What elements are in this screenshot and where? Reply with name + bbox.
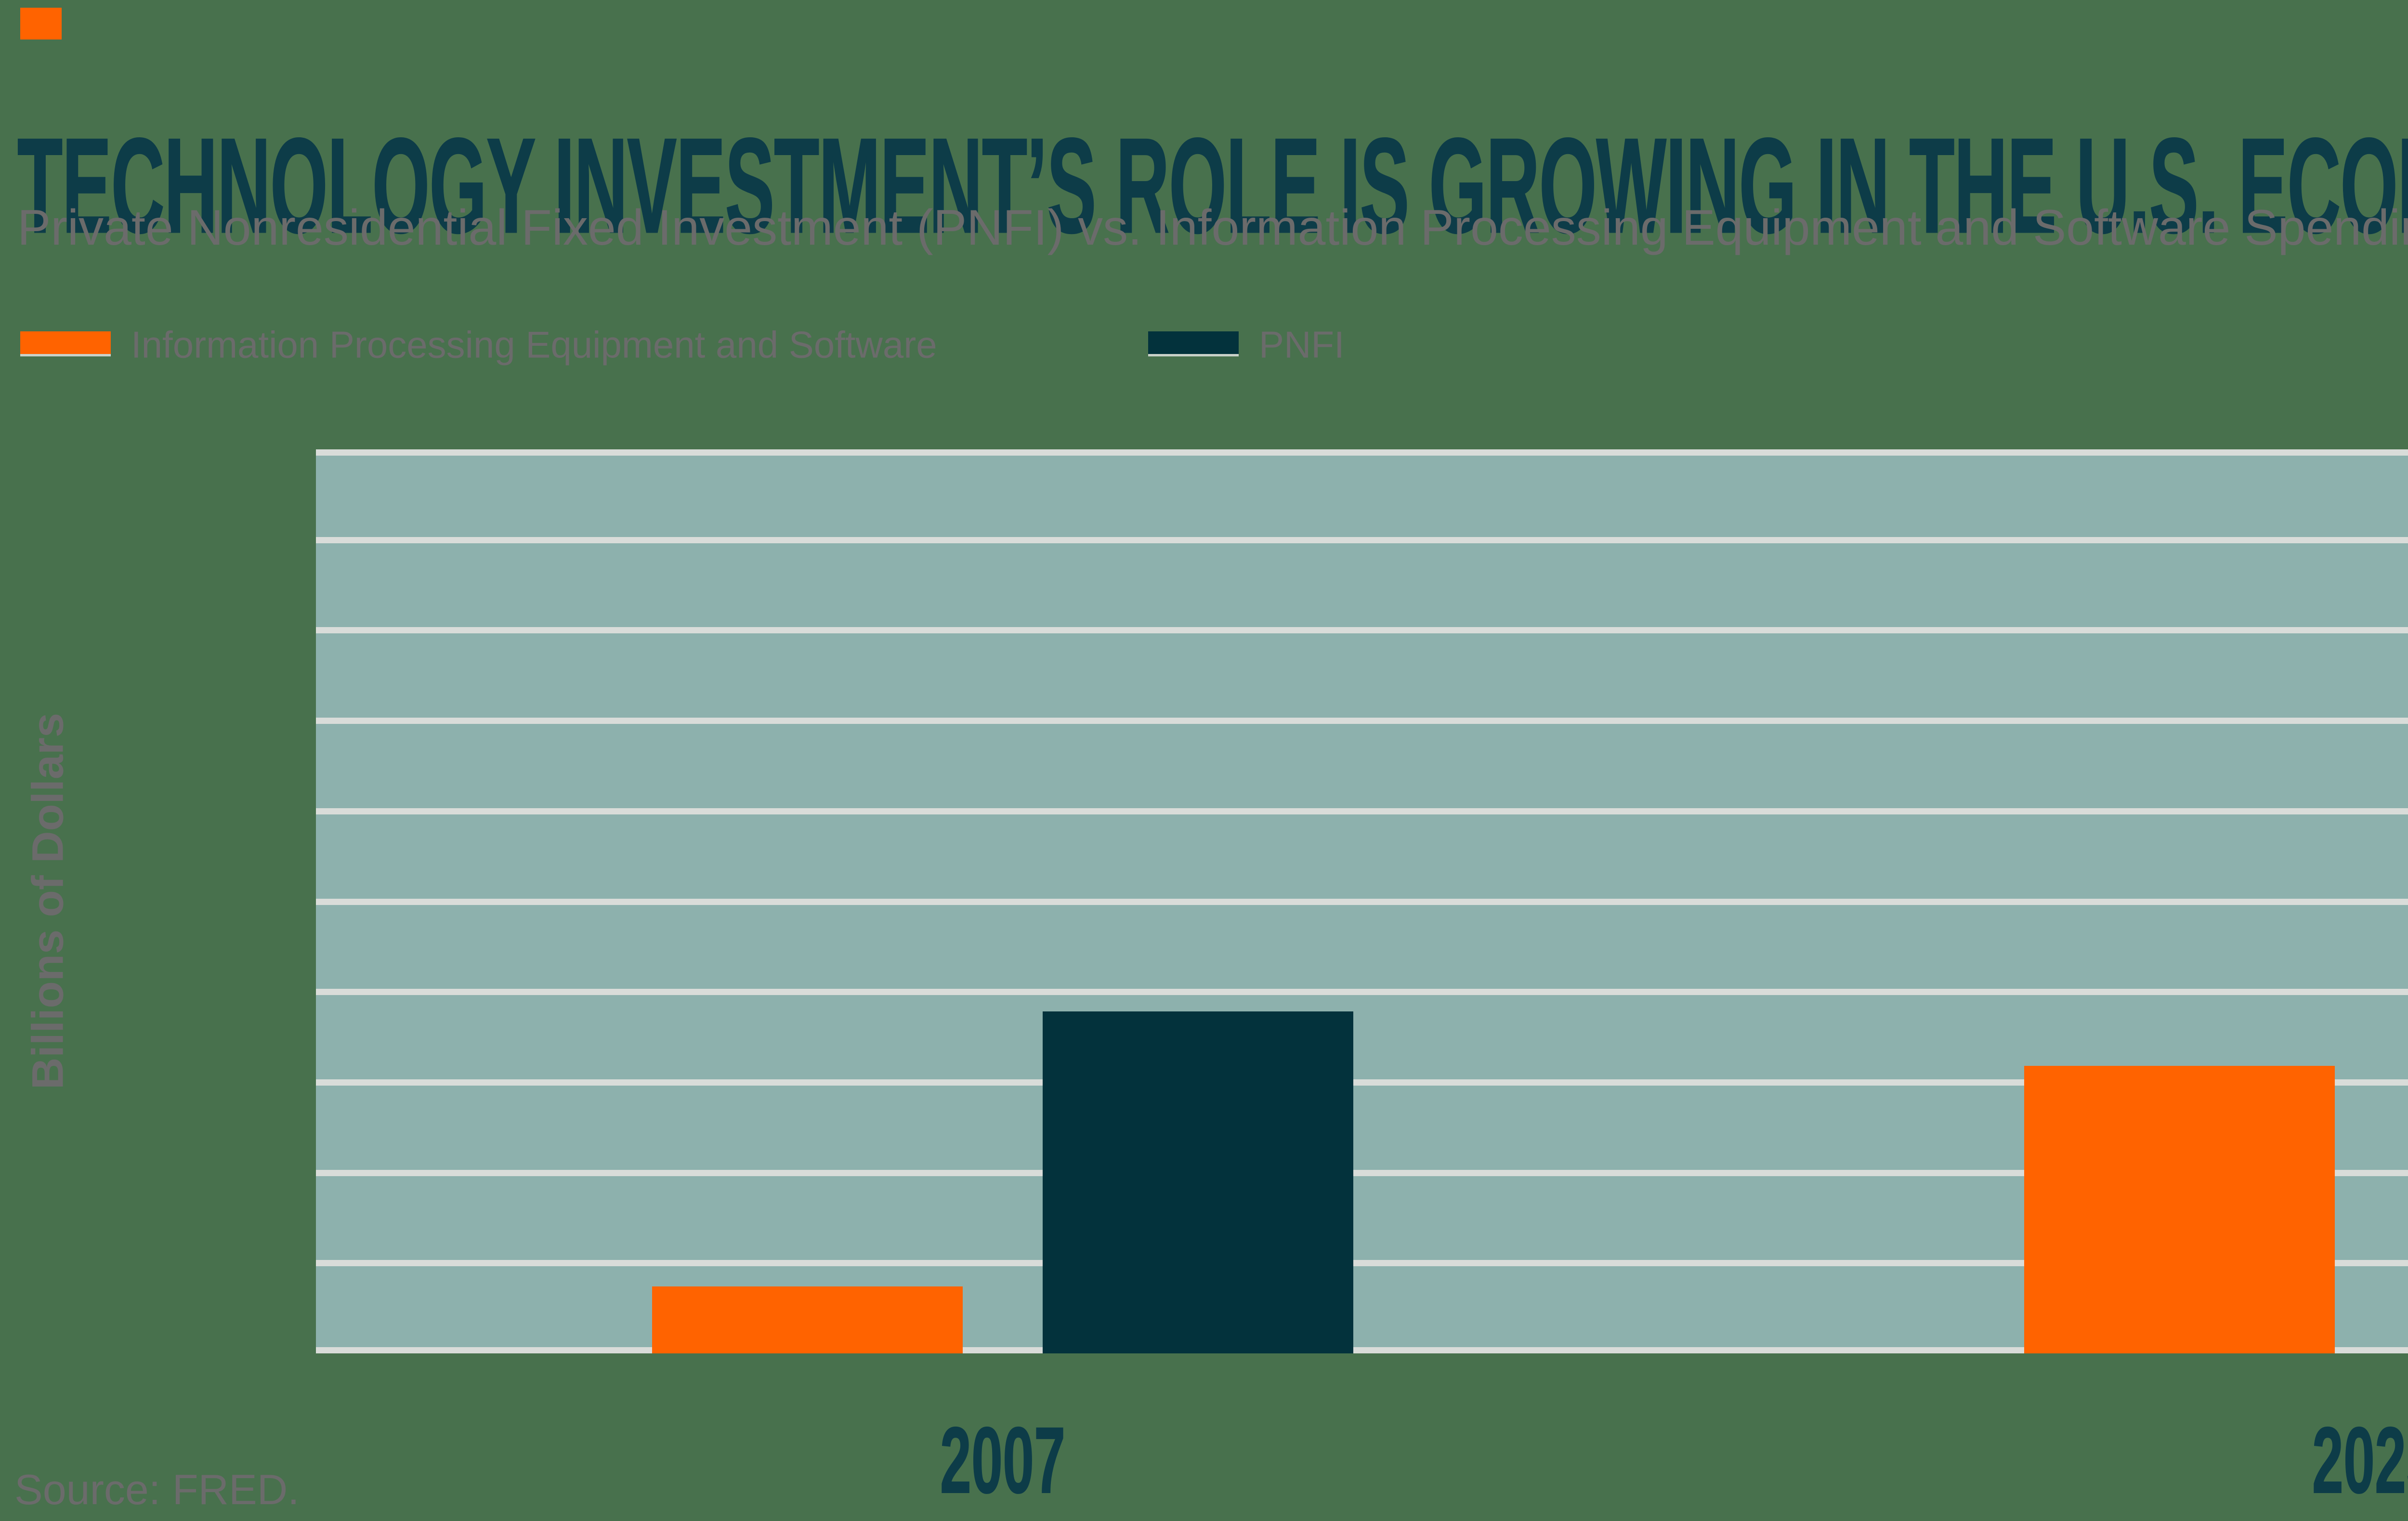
legend-swatch-pnfi: [1148, 331, 1239, 356]
bar-pnfi-2007: [1043, 1011, 1353, 1353]
gridline: [316, 989, 2408, 996]
gridline: [316, 537, 2408, 543]
gridline: [316, 898, 2408, 905]
legend-label-pnfi: PNFI: [1259, 323, 1345, 366]
gridline: [316, 1079, 2408, 1086]
gridline: [316, 1260, 2408, 1267]
gridline: [316, 449, 2408, 456]
x-tick-label-2007: 2007: [940, 1408, 1066, 1513]
gridline: [316, 808, 2408, 814]
y-axis-title: Billions of Dollars: [23, 712, 73, 1090]
plot-area: [316, 449, 2408, 1353]
accent-square: [20, 8, 62, 39]
bar-info-processing-2025: [2024, 1066, 2335, 1353]
x-tick-label-2025: 2025: [2312, 1408, 2408, 1513]
page-subtitle: Private Nonresidential Fixed Investment …: [17, 200, 2408, 256]
bar-info-processing-2007: [652, 1286, 963, 1353]
legend-swatch-info-processing: [20, 331, 111, 356]
source-note: Source: FRED.: [14, 1466, 300, 1513]
page-title: TECHNOLOGY INVESTMENT’S ROLE IS GROWING …: [17, 110, 2408, 261]
legend-label-info-processing: Information Processing Equipment and Sof…: [131, 323, 937, 366]
gridline: [316, 718, 2408, 724]
gridline: [316, 627, 2408, 634]
gridline: [316, 1169, 2408, 1176]
